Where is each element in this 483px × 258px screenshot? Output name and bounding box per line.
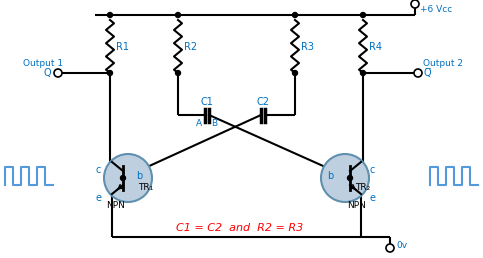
Circle shape	[360, 12, 366, 18]
Text: R4: R4	[369, 42, 382, 52]
Circle shape	[120, 175, 126, 181]
Circle shape	[175, 12, 181, 18]
Text: Q̅: Q̅	[423, 68, 431, 78]
Text: C1: C1	[200, 97, 213, 107]
Circle shape	[175, 70, 181, 76]
Text: R3: R3	[301, 42, 314, 52]
Text: TR₁: TR₁	[138, 183, 153, 192]
Text: Output 2: Output 2	[423, 59, 463, 68]
Text: c: c	[95, 165, 100, 175]
Text: +6 Vcc: +6 Vcc	[420, 5, 452, 14]
Circle shape	[386, 244, 394, 252]
Text: A: A	[196, 119, 202, 128]
Text: R1: R1	[116, 42, 129, 52]
Text: C1 = C2  and  R2 = R3: C1 = C2 and R2 = R3	[176, 223, 304, 233]
Text: e: e	[370, 193, 376, 203]
Circle shape	[411, 0, 419, 8]
Circle shape	[347, 175, 353, 181]
Text: NPN: NPN	[107, 201, 126, 211]
Circle shape	[54, 69, 62, 77]
Circle shape	[360, 70, 366, 76]
Text: C2: C2	[256, 97, 270, 107]
Text: b: b	[327, 171, 333, 181]
Circle shape	[293, 12, 298, 18]
Text: Q: Q	[44, 68, 52, 78]
Circle shape	[321, 154, 369, 202]
Circle shape	[108, 12, 113, 18]
Text: c: c	[370, 165, 375, 175]
Text: B: B	[211, 119, 217, 128]
Circle shape	[108, 70, 113, 76]
Text: 0v: 0v	[396, 240, 407, 249]
Circle shape	[414, 69, 422, 77]
Text: Output 1: Output 1	[23, 59, 63, 68]
Text: NPN: NPN	[348, 201, 367, 211]
Text: R2: R2	[184, 42, 197, 52]
Text: e: e	[95, 193, 101, 203]
Circle shape	[104, 154, 152, 202]
Text: TR₂: TR₂	[355, 183, 370, 192]
Circle shape	[293, 70, 298, 76]
Text: b: b	[136, 171, 142, 181]
